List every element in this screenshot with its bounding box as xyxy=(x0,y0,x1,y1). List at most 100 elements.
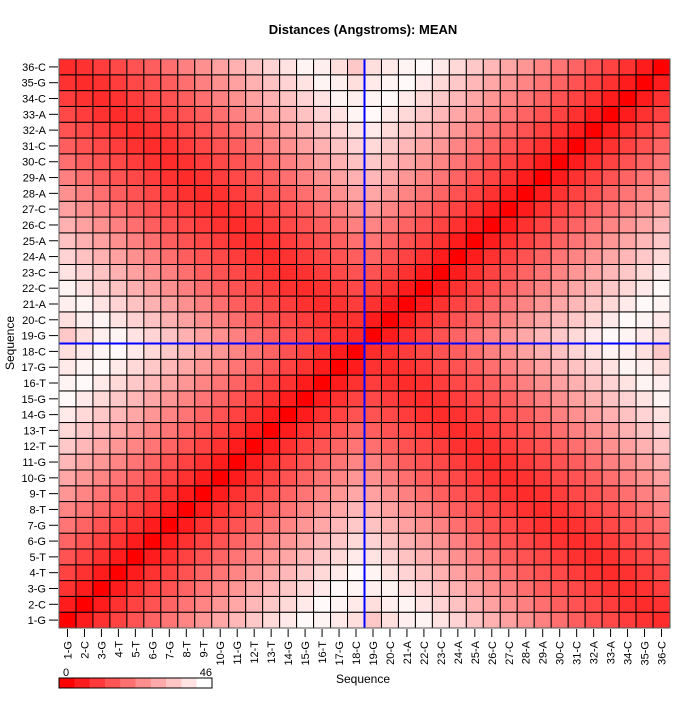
heatmap-cell xyxy=(75,453,94,471)
heatmap-cell xyxy=(431,453,450,471)
heatmap-cell xyxy=(92,58,111,76)
heatmap-cell xyxy=(618,595,637,613)
heatmap-cell xyxy=(652,564,671,582)
heatmap-cell xyxy=(347,532,365,550)
heatmap-cell xyxy=(143,548,162,566)
heatmap-cell xyxy=(126,216,145,234)
heatmap-cell xyxy=(567,153,586,171)
heatmap-cell xyxy=(448,564,467,582)
heatmap-cell xyxy=(347,516,365,534)
heatmap-cell xyxy=(126,311,145,329)
heatmap-cell xyxy=(414,248,433,265)
heatmap-cell xyxy=(126,485,145,503)
heatmap-cell xyxy=(330,232,349,250)
y-tick-label: 35-G xyxy=(22,78,46,90)
heatmap-cell xyxy=(465,105,484,123)
heatmap-cell xyxy=(228,406,247,424)
heatmap-cell xyxy=(380,343,399,360)
heatmap-cell xyxy=(533,343,552,360)
x-tick-label: 26-C xyxy=(487,641,499,665)
heatmap-cell xyxy=(465,232,484,250)
heatmap-cell xyxy=(177,485,196,503)
heatmap-cell xyxy=(211,595,230,613)
heatmap-cell xyxy=(516,611,535,629)
heatmap-cell xyxy=(567,437,586,455)
heatmap-cell xyxy=(652,343,671,360)
y-tick-label: 8-T xyxy=(30,504,47,516)
heatmap-cell xyxy=(228,327,247,345)
heatmap-cell xyxy=(380,611,399,629)
heatmap-cell xyxy=(75,105,94,123)
heatmap-cell xyxy=(533,153,552,171)
heatmap-cell xyxy=(397,343,416,360)
heatmap-cell xyxy=(380,311,399,329)
heatmap-cell xyxy=(330,422,349,439)
colorbar-swatch xyxy=(59,678,75,688)
heatmap-cell xyxy=(245,611,264,629)
heatmap-cell xyxy=(109,374,128,392)
heatmap-cell xyxy=(177,153,196,171)
heatmap-cell xyxy=(245,532,264,550)
heatmap-cell xyxy=(516,90,535,107)
heatmap-cell xyxy=(584,216,603,234)
heatmap-cell xyxy=(262,516,281,534)
heatmap-cell xyxy=(160,516,179,534)
heatmap-cell xyxy=(431,137,450,155)
heatmap-cell xyxy=(618,279,637,297)
heatmap-cell xyxy=(364,137,382,155)
chart-title: Distances (Angstroms): MEAN xyxy=(269,22,458,37)
heatmap-cell xyxy=(92,374,111,392)
heatmap-cell xyxy=(397,485,416,503)
heatmap-cell xyxy=(347,595,365,613)
heatmap-cell xyxy=(211,453,230,471)
heatmap-cell xyxy=(92,580,111,597)
heatmap-cell xyxy=(584,58,603,76)
y-tick-label: 28-A xyxy=(23,188,47,200)
y-tick-label: 11-G xyxy=(22,457,46,469)
heatmap-cell xyxy=(364,437,382,455)
heatmap-cell xyxy=(228,422,247,439)
heatmap-cell xyxy=(618,374,637,392)
heatmap-cell xyxy=(448,295,467,313)
y-tick-label: 5-T xyxy=(30,552,47,564)
heatmap-cell xyxy=(92,279,111,297)
heatmap-cell xyxy=(431,153,450,171)
heatmap-cell xyxy=(347,105,365,123)
heatmap-cell xyxy=(584,137,603,155)
heatmap-cell xyxy=(211,105,230,123)
heatmap-cell xyxy=(448,406,467,424)
heatmap-cell xyxy=(567,390,586,408)
heatmap-cell xyxy=(618,327,637,345)
heatmap-cell xyxy=(296,327,315,345)
x-tick-label: 20-C xyxy=(385,641,397,665)
heatmap-cell xyxy=(499,121,518,139)
heatmap-cell xyxy=(160,327,179,345)
y-tick-label: 2-C xyxy=(28,599,46,611)
heatmap-cell xyxy=(533,358,552,376)
heatmap-cell xyxy=(330,216,349,234)
heatmap-cell xyxy=(397,105,416,123)
heatmap-cell xyxy=(245,548,264,566)
heatmap-cell xyxy=(431,564,450,582)
heatmap-cell xyxy=(92,311,111,329)
heatmap-cell xyxy=(482,437,501,455)
heatmap-cell xyxy=(652,469,671,487)
heatmap-cell xyxy=(177,595,196,613)
heatmap-cell xyxy=(516,437,535,455)
heatmap-cell xyxy=(533,611,552,629)
heatmap-cell xyxy=(567,580,586,597)
heatmap-cell xyxy=(296,295,315,313)
heatmap-cell xyxy=(262,74,281,92)
y-tick-label: 29-A xyxy=(23,173,47,185)
heatmap-cell xyxy=(567,105,586,123)
heatmap-cell xyxy=(228,216,247,234)
heatmap-cell xyxy=(584,358,603,376)
heatmap-cell xyxy=(313,90,332,107)
heatmap-cell xyxy=(109,169,128,186)
heatmap-cell xyxy=(516,311,535,329)
heatmap-cell xyxy=(347,343,365,360)
heatmap-cell xyxy=(533,564,552,582)
heatmap-cell xyxy=(567,548,586,566)
heatmap-cell xyxy=(567,232,586,250)
heatmap-cell xyxy=(279,90,298,107)
